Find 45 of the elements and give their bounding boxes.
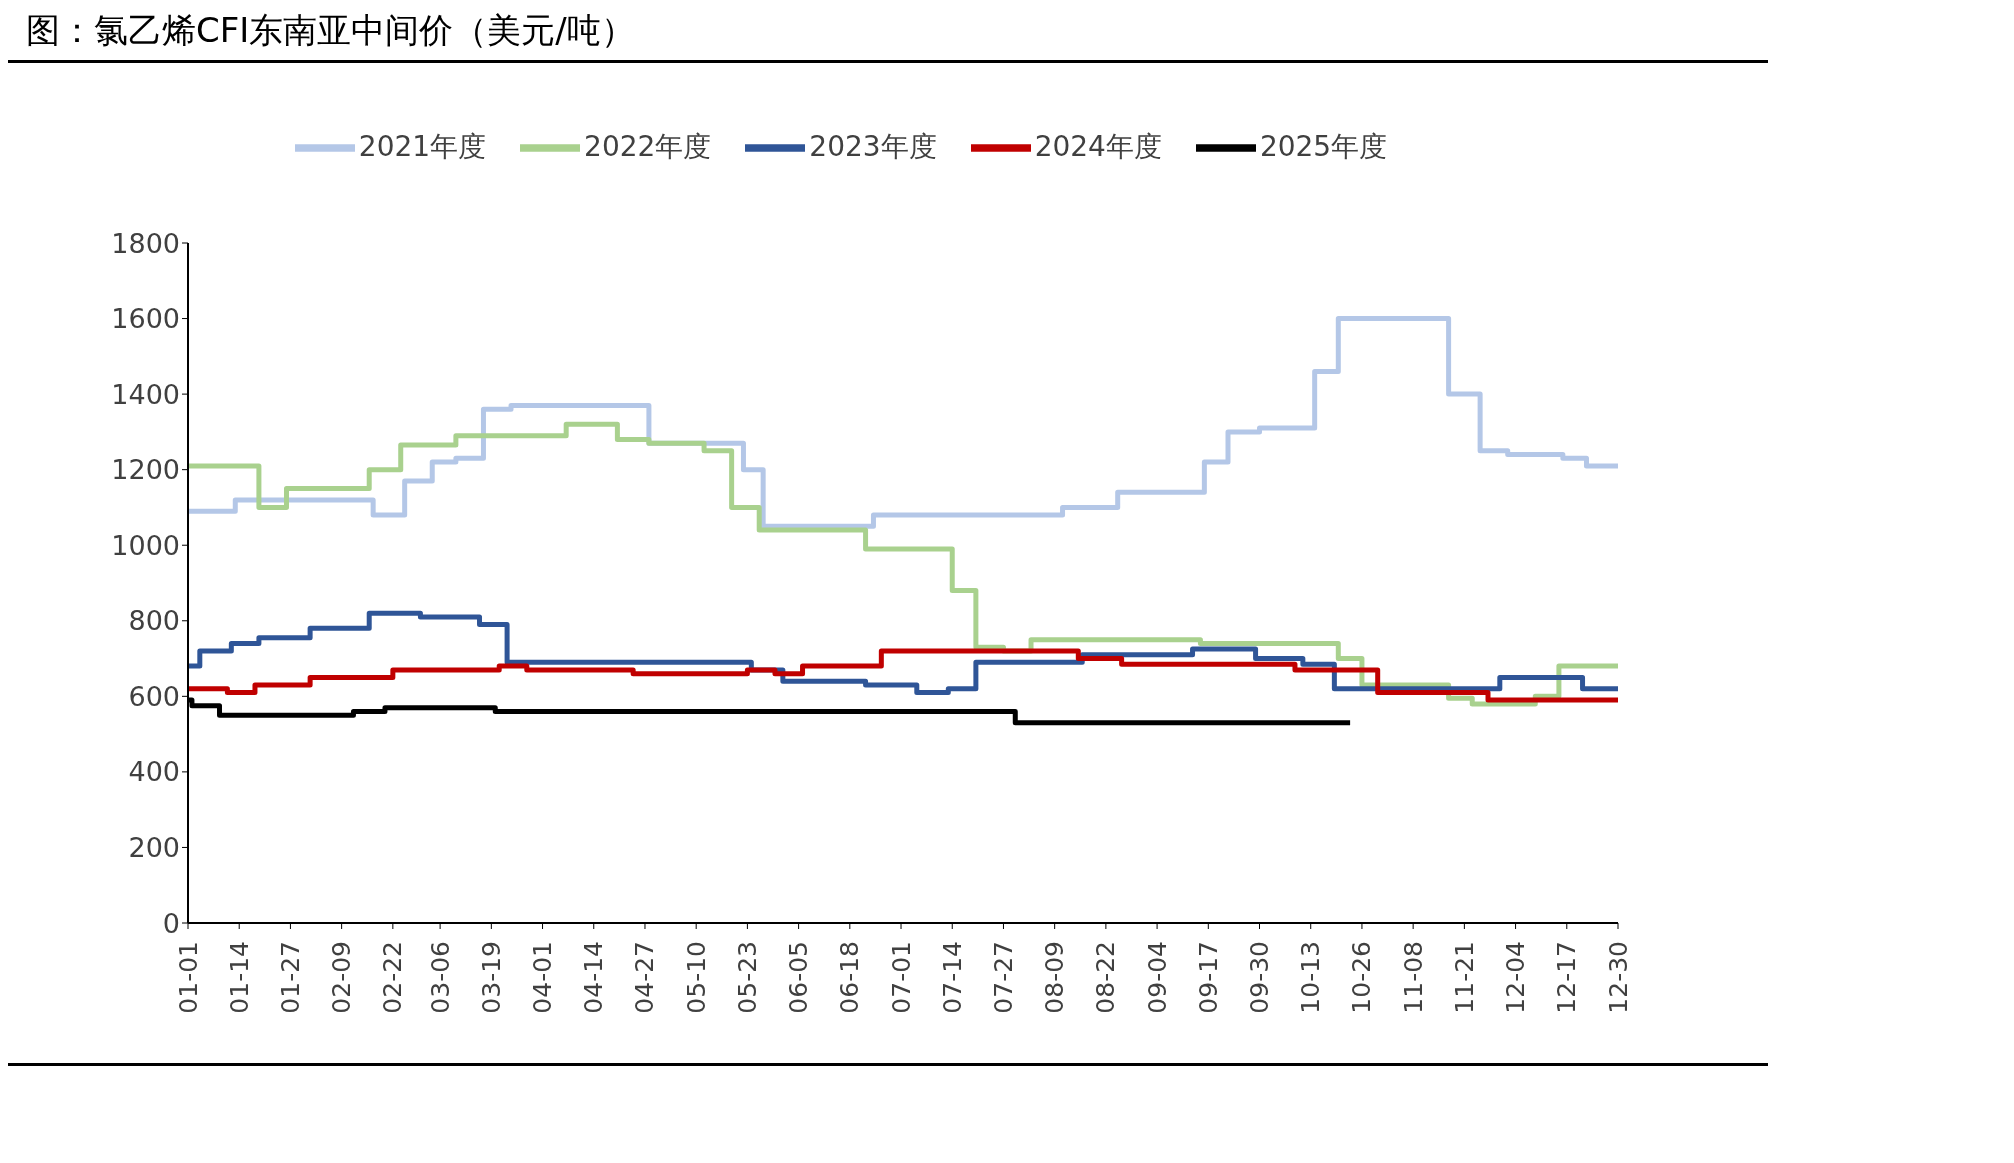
x-tick-label: 09-04 [1142,941,1172,1014]
x-tick-label: 05-10 [681,941,711,1014]
legend-label: 2024年度 [1034,130,1162,163]
y-tick-label: 1000 [111,529,180,561]
x-tick-label: 12-04 [1501,941,1531,1014]
y-tick-label: 0 [162,907,180,939]
x-tick-label: 08-09 [1040,941,1070,1014]
y-tick-label: 400 [128,756,180,788]
y-tick-label: 800 [128,605,180,637]
x-tick-label: 07-01 [886,941,916,1014]
x-tick-label: 06-18 [835,941,865,1014]
x-tick-label: 12-30 [1603,941,1633,1014]
y-tick-label: 200 [128,832,180,864]
y-tick-label: 1400 [111,378,180,410]
x-tick-label: 04-01 [528,941,558,1014]
x-tick-label: 10-13 [1296,941,1326,1014]
x-tick-label: 10-26 [1347,941,1377,1014]
legend-label: 2022年度 [584,130,712,163]
x-tick-label: 09-17 [1193,941,1223,1014]
x-tick-label: 02-09 [327,941,357,1014]
x-tick-label: 09-30 [1245,941,1275,1014]
x-tick-label: 04-27 [630,941,660,1014]
x-tick-label: 07-27 [988,941,1018,1014]
x-tick-label: 08-22 [1091,941,1121,1014]
y-tick-label: 1200 [111,454,180,486]
x-tick-label: 11-08 [1398,941,1428,1014]
x-tick-label: 01-27 [275,941,305,1014]
x-tick-label: 11-21 [1449,941,1479,1014]
y-tick-label: 1800 [111,227,180,259]
x-tick-label: 07-14 [937,941,967,1014]
x-tick-label: 02-22 [378,941,408,1014]
x-tick-label: 01-01 [173,941,203,1014]
x-tick-label: 05-23 [732,941,762,1014]
x-tick-label: 03-06 [425,941,455,1014]
x-tick-label: 06-05 [784,941,814,1014]
x-tick-label: 12-17 [1552,941,1582,1014]
legend-label: 2023年度 [809,130,937,163]
legend-label: 2025年度 [1259,130,1388,163]
y-tick-label: 600 [128,680,180,712]
x-tick-label: 03-19 [476,941,506,1014]
chart-title: 图：氯乙烯CFI东南亚中间价（美元/吨） [8,8,1768,63]
y-tick-label: 1600 [111,303,180,335]
x-tick-label: 01-14 [224,941,254,1014]
legend-label: 2021年度 [358,130,487,163]
x-tick-label: 04-14 [579,941,609,1014]
